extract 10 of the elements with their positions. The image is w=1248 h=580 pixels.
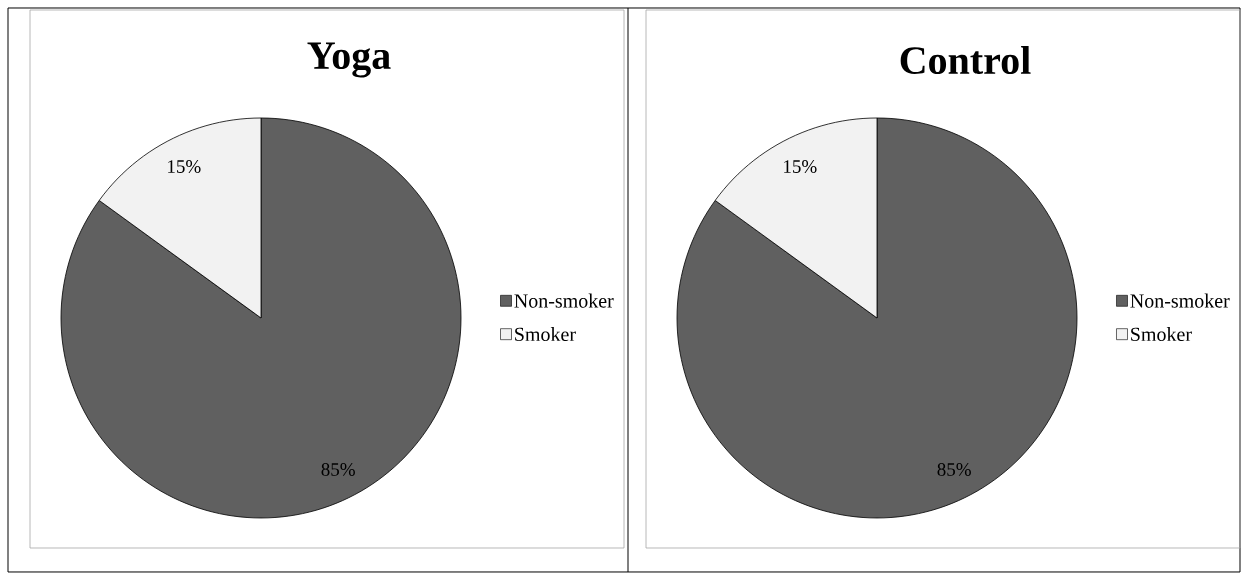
legend-label: Smoker (515, 326, 576, 342)
data-label: 85% (321, 463, 355, 476)
chart-title: Yoga (307, 42, 391, 78)
data-label: 15% (784, 160, 817, 173)
data-label: 85% (937, 463, 971, 476)
legend-label: Smoker (1131, 326, 1192, 342)
chart-title: Control (900, 45, 1031, 75)
data-label: 15% (168, 160, 201, 173)
legend-label: Non-smoker (1130, 293, 1230, 308)
legend-label: Non-smoker (514, 293, 614, 308)
